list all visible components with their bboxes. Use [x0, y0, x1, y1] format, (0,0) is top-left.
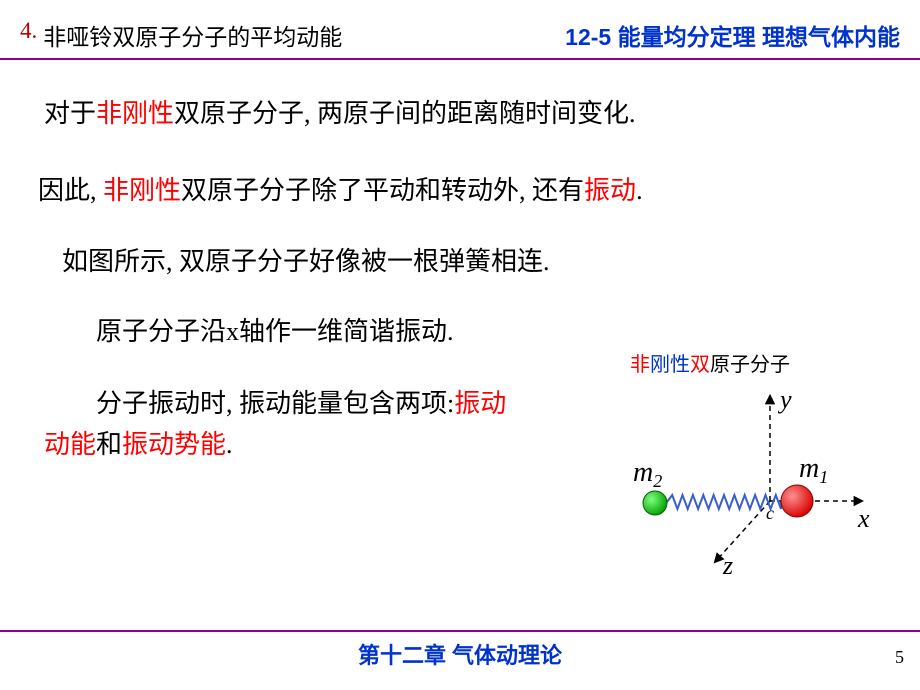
p2-red1: 非刚性	[103, 176, 181, 205]
p2-red2: 振动	[584, 176, 636, 205]
lp2-post: .	[226, 430, 233, 459]
svg-text:x: x	[857, 504, 870, 533]
diagram-label: 非刚性双原子分子	[630, 348, 790, 377]
p1-red: 非刚性	[96, 99, 174, 128]
section-title: 非哑铃双原子分子的平均动能	[43, 18, 342, 52]
p1-post: 双原子分子, 两原子间的距离随时间变化.	[174, 99, 636, 128]
footer-text: 第十二章 气体动理论	[0, 638, 920, 670]
molecule-diagram: 非刚性双原子分子 y x z c m2 m1	[560, 348, 880, 588]
svg-text:c: c	[766, 503, 774, 523]
paragraph-4: 原子分子沿x轴作一维简谐振动.	[44, 311, 514, 353]
lp2-pre: 分子振动时, 振动能量包含两项:	[96, 389, 454, 418]
chapter-title: 12-5 能量均分定理 理想气体内能	[565, 18, 900, 52]
page-number: 5	[895, 647, 904, 668]
section-number: 4.	[20, 18, 37, 44]
diagram-svg: y x z c m2 m1	[560, 376, 880, 586]
p2-mid: 双原子分子除了平动和转动外, 还有	[181, 176, 584, 205]
footer: 第十二章 气体动理论	[0, 630, 920, 670]
diag-label-red2: 双	[690, 354, 710, 376]
paragraph-5: 分子振动时, 振动能量包含两项:振动动能和振动势能.	[44, 383, 514, 466]
svg-text:m1: m1	[799, 453, 828, 487]
p2-pre: 因此,	[38, 176, 103, 205]
diag-label-blue: 刚性	[650, 354, 690, 376]
p1-pre: 对于	[44, 99, 96, 128]
paragraph-2: 因此, 非刚性双原子分子除了平动和转动外, 还有振动.	[38, 171, 876, 210]
lp2-red2: 振动势能	[122, 430, 226, 459]
lp2-mid: 和	[96, 430, 122, 459]
divider-bottom	[0, 630, 920, 632]
svg-text:m2: m2	[633, 457, 662, 491]
paragraph-3: 如图所示, 双原子分子好像被一根弹簧相连.	[62, 242, 876, 281]
svg-text:y: y	[777, 385, 792, 414]
paragraph-1: 对于非刚性双原子分子, 两原子间的距离随时间变化.	[44, 94, 876, 133]
diag-label-black: 原子分子	[710, 354, 790, 376]
diag-label-red1: 非	[630, 354, 650, 376]
svg-text:z: z	[722, 551, 733, 580]
p2-post: .	[636, 176, 643, 205]
